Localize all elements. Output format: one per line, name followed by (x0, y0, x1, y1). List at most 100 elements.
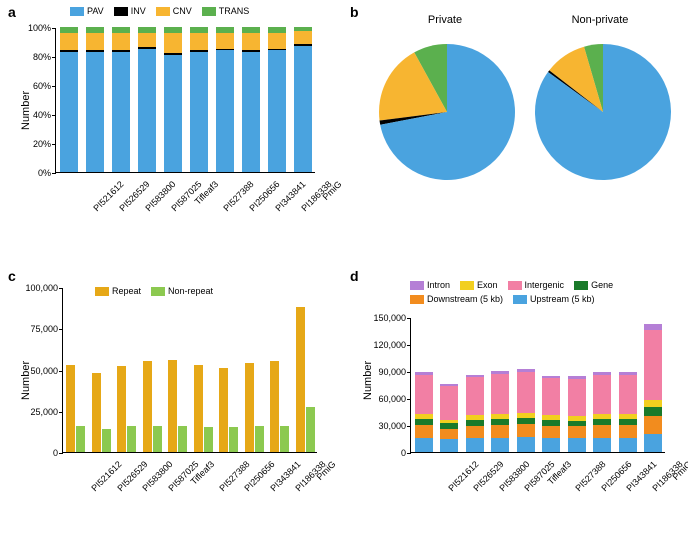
bar-segment-downstream (466, 426, 484, 438)
bar-segment-downstream (542, 426, 560, 438)
stacked-bar (216, 27, 234, 172)
bar-segment-intergenic (568, 379, 586, 416)
bar-segment-upstream (466, 438, 484, 452)
legend-item: Exon (460, 280, 498, 290)
bar-segment-intergenic (415, 375, 433, 415)
y-tick-label: 90,000 (356, 367, 406, 377)
bar-segment-upstream (415, 438, 433, 452)
bar-segment-pav (294, 46, 312, 172)
bar-segment-pav (60, 52, 78, 172)
legend-item: INV (114, 6, 146, 16)
stacked-bar (466, 317, 484, 452)
legend-text: CNV (173, 6, 192, 16)
legend-item: Intergenic (508, 280, 565, 290)
stacked-bar (619, 317, 637, 452)
y-tick-label: 20% (1, 139, 51, 149)
stacked-bar (190, 27, 208, 172)
y-tick-label: 0 (8, 448, 58, 458)
stacked-bar (644, 317, 662, 452)
bar-segment-cnv (86, 33, 104, 50)
bar-repeat (219, 368, 228, 452)
bar-segment-downstream (517, 424, 535, 437)
bar-segment-pav (112, 52, 130, 172)
bar-segment-exon (644, 400, 662, 407)
plot-d: 030,00060,00090,000120,000150,000PI52161… (410, 318, 665, 453)
bar-segment-pav (190, 52, 208, 172)
stacked-bar (294, 27, 312, 172)
stacked-bar (517, 317, 535, 452)
legend-text: INV (131, 6, 146, 16)
stacked-bar (60, 27, 78, 172)
swatch-inv (114, 7, 128, 16)
pie-nonprivate (528, 32, 678, 182)
y-tick-label: 40% (1, 110, 51, 120)
swatch-intron (410, 281, 424, 290)
bar-segment-downstream (491, 425, 509, 438)
bar-segment-pav (242, 52, 260, 172)
bar-nonrepeat (306, 407, 315, 452)
bar-segment-upstream (491, 438, 509, 452)
legend-item: PAV (70, 6, 104, 16)
stacked-bar (112, 27, 130, 172)
legend-a: PAV INV CNV TRANS (70, 6, 330, 16)
bar-repeat (143, 361, 152, 452)
bar-nonrepeat (76, 426, 85, 452)
y-tick-label: 60,000 (356, 394, 406, 404)
swatch-intergenic (508, 281, 522, 290)
bar-segment-downstream (415, 425, 433, 438)
legend-item: TRANS (202, 6, 250, 16)
stacked-bar (593, 317, 611, 452)
bar-segment-intergenic (542, 378, 560, 415)
y-tick-label: 75,000 (8, 324, 58, 334)
y-tick-label: 25,000 (8, 407, 58, 417)
stacked-bar (164, 27, 182, 172)
bar-segment-cnv (112, 33, 130, 50)
bar-segment-cnv (138, 33, 156, 48)
bar-nonrepeat (127, 426, 136, 452)
legend-item: Intron (410, 280, 450, 290)
bar-segment-upstream (568, 438, 586, 452)
bar-segment-downstream (568, 426, 586, 438)
legend-item: Upstream (5 kb) (513, 294, 595, 304)
swatch-gene (574, 281, 588, 290)
bar-segment-downstream (619, 425, 637, 438)
bar-segment-gene (644, 407, 662, 416)
bar-repeat (296, 307, 305, 452)
bar-nonrepeat (229, 427, 238, 452)
bar-segment-pav (86, 52, 104, 172)
legend-text: Upstream (5 kb) (530, 294, 595, 304)
y-tick-label: 0% (1, 168, 51, 178)
bar-segment-intergenic (440, 386, 458, 419)
legend-text: Downstream (5 kb) (427, 294, 503, 304)
bar-segment-pav (216, 50, 234, 172)
legend-item: Gene (574, 280, 613, 290)
bar-segment-downstream (593, 425, 611, 438)
bar-segment-intergenic (517, 372, 535, 413)
panel-label-a: a (8, 4, 16, 20)
bar-segment-upstream (644, 434, 662, 452)
legend-d: Intron Exon Intergenic Gene Downstream (… (410, 280, 650, 304)
stacked-bar (440, 317, 458, 452)
bar-segment-intergenic (593, 375, 611, 415)
bar-nonrepeat (204, 427, 213, 452)
y-tick-label: 50,000 (8, 366, 58, 376)
plot-c: 025,00050,00075,000100,000PI521612PI5265… (62, 288, 317, 453)
bar-nonrepeat (280, 426, 289, 452)
plot-a: 0%20%40%60%80%100%PI521612PI526529PI5838… (55, 28, 315, 173)
legend-text: Gene (591, 280, 613, 290)
bar-segment-pav (138, 49, 156, 172)
bar-nonrepeat (153, 426, 162, 452)
y-tick-label: 100% (1, 23, 51, 33)
stacked-bar (242, 27, 260, 172)
bar-segment-intergenic (619, 375, 637, 415)
bar-repeat (270, 361, 279, 452)
panel-label-c: c (8, 268, 16, 284)
y-tick-label: 0 (356, 448, 406, 458)
swatch-cnv (156, 7, 170, 16)
swatch-downstream (410, 295, 424, 304)
swatch-exon (460, 281, 474, 290)
bar-segment-cnv (216, 33, 234, 49)
bar-nonrepeat (178, 426, 187, 452)
y-tick-label: 100,000 (8, 283, 58, 293)
legend-text: Intergenic (525, 280, 565, 290)
